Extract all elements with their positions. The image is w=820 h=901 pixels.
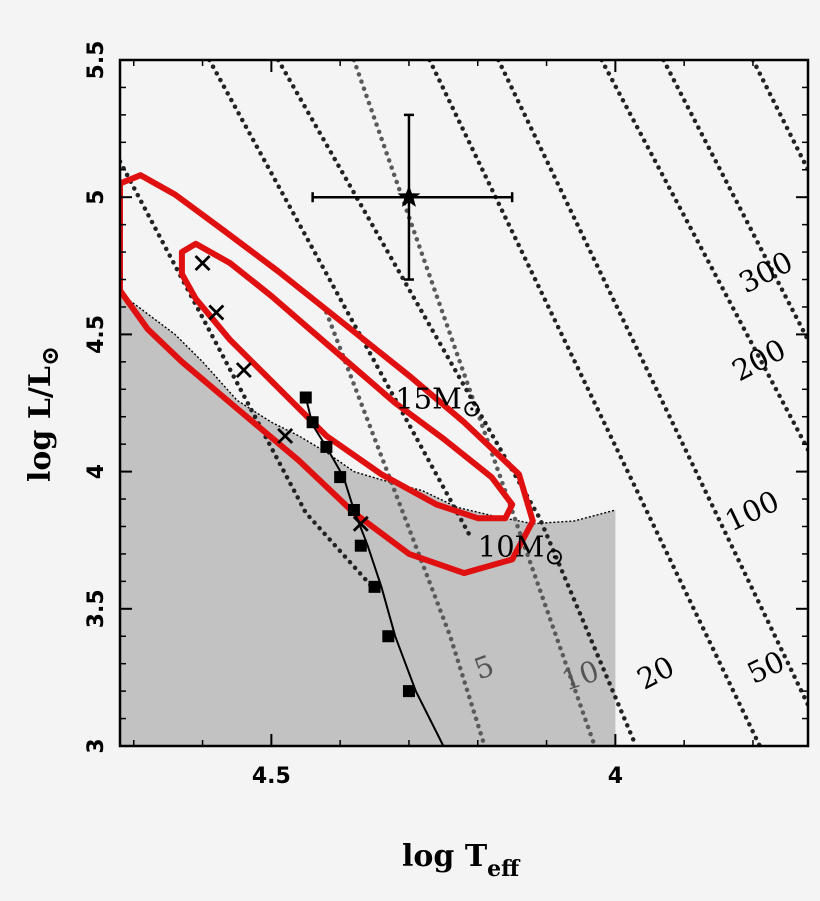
track-cross-0 bbox=[194, 255, 211, 272]
track-square-1 bbox=[306, 416, 319, 429]
y-tick-label-3: 3 bbox=[84, 738, 109, 753]
y-tick-label-5.5: 5.5 bbox=[84, 41, 109, 80]
y-tick-label-4: 4 bbox=[84, 464, 109, 479]
track-square-8 bbox=[402, 685, 415, 698]
track-square-6 bbox=[368, 580, 381, 593]
isochrone-line-5 bbox=[324, 310, 487, 746]
axes-layer: 3 3.5 4 4.5 5 5.5 4.5 4 bbox=[84, 41, 808, 789]
annotation-layer: 15M⊙ 10M⊙ bbox=[395, 381, 564, 570]
contour-layer bbox=[120, 172, 536, 577]
y-tick-label-5: 5 bbox=[84, 190, 109, 205]
isochrone-line-20 bbox=[275, 60, 639, 746]
track-cross-3 bbox=[277, 427, 294, 444]
track-square-4 bbox=[347, 504, 360, 517]
track-cross-1 bbox=[208, 304, 225, 321]
isochrone-line-100 bbox=[496, 60, 808, 708]
mass-track-line bbox=[304, 397, 445, 747]
track-square-0 bbox=[299, 391, 312, 404]
isochrone-line-300 bbox=[661, 60, 808, 343]
plot-border bbox=[118, 58, 810, 748]
x-axis-label-sub: eff bbox=[487, 856, 521, 882]
isochrone-line-50 bbox=[427, 60, 763, 746]
x-axis-label: log Teff bbox=[402, 839, 521, 882]
y-tick-label-4.5: 4.5 bbox=[84, 315, 109, 354]
mass-annotation-1: 10M⊙ bbox=[478, 530, 565, 571]
shaded-region-edge bbox=[120, 292, 616, 525]
y-tick-label-3.5: 3.5 bbox=[84, 589, 109, 628]
track-square-5 bbox=[354, 539, 367, 552]
y-axis-label: log L/L⊙ bbox=[23, 346, 64, 482]
track-square-3 bbox=[334, 471, 347, 484]
star-icon bbox=[397, 185, 421, 207]
x-tick-label-4.5: 4.5 bbox=[252, 764, 291, 789]
x-tick-label-4: 4 bbox=[608, 764, 623, 789]
track-cross-4 bbox=[352, 515, 369, 532]
mass-track-layer bbox=[194, 255, 445, 747]
mass-annotation-0: 15M⊙ bbox=[395, 381, 482, 422]
isochrone-line-unlabeled-7 bbox=[120, 159, 377, 592]
track-cross-2 bbox=[235, 362, 252, 379]
track-square-2 bbox=[320, 440, 333, 453]
isochrone-line-unlabeled-9 bbox=[750, 60, 808, 173]
isochrone-line-unlabeled-8 bbox=[207, 60, 474, 540]
contour-outer bbox=[120, 172, 536, 577]
contour-inner bbox=[178, 240, 516, 522]
y-axis-label-sun: ⊙ bbox=[35, 346, 64, 366]
isochrone-line-200 bbox=[599, 60, 808, 452]
track-square-7 bbox=[382, 630, 395, 643]
star-layer bbox=[311, 113, 514, 281]
